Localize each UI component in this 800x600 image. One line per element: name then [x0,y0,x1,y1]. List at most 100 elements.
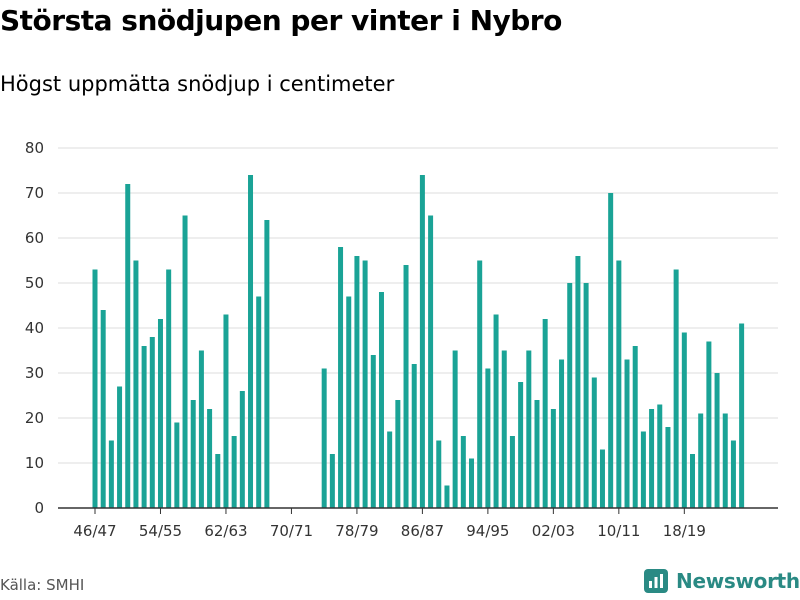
x-tick-label: 62/63 [204,522,247,540]
y-tick-label: 20 [25,409,44,427]
bar-65-66 [248,175,254,508]
x-tick-label: 10/11 [597,522,640,540]
bar-91-92 [460,436,466,508]
x-tick-label: 70/71 [270,522,313,540]
bar-90-91 [452,350,458,508]
bar-98-99 [518,382,524,508]
bar-03-04 [559,359,565,508]
y-tick-label: 80 [25,139,44,157]
bar-54-55 [157,319,163,508]
bar-19-20 [690,454,695,508]
bar-16-17 [665,427,671,508]
bar-80-81 [370,355,376,508]
gridlines [58,147,778,464]
bars [92,175,745,508]
bar-81-82 [378,292,384,508]
bar-10-11 [616,260,622,508]
bar-55-56 [166,269,172,508]
y-axis-ticks: 0 10 20 30 40 50 60 70 80 [25,139,44,517]
chart-title: Största snödjupen per vinter i Nybro [0,4,562,37]
bar-23-24 [722,413,728,508]
bar-64-65 [239,391,245,508]
bar-82-83 [387,431,393,508]
y-tick-label: 30 [25,364,44,382]
bar-97-98 [509,436,515,508]
x-tick-label: 86/87 [401,522,444,540]
bar-75-76 [329,454,335,508]
x-tick-label: 02/03 [532,522,575,540]
bar-94-95 [485,368,491,508]
bar-84-85 [403,265,409,508]
brand-logo: Newsworthy [644,569,800,593]
bar-08-09 [599,449,605,508]
bar-48-49 [108,440,114,508]
bar-56-57 [174,422,180,508]
bar-93-94 [477,260,483,508]
bar-59-60 [198,350,204,508]
bar-09-10 [608,193,614,508]
bar-88-89 [436,440,442,508]
bar-00-01 [534,400,540,508]
x-tick-label: 54/55 [139,522,182,540]
bar-66-67 [256,296,262,508]
bar-92-93 [469,458,475,508]
bar-87-88 [428,215,434,508]
bar-24-25 [730,440,736,508]
bar-95-96 [493,314,499,508]
bar-04-05 [567,283,573,508]
bar-25-26 [739,323,745,508]
x-tick-label: 94/95 [466,522,509,540]
bar-17-18 [673,269,679,508]
bar-50-51 [125,184,131,508]
y-tick-label: 40 [25,319,44,337]
x-tick-label: 18/19 [663,522,706,540]
bar-76-77 [338,247,344,508]
bar-22-23 [714,373,720,508]
bar-63-64 [231,436,237,508]
brand-name: Newsworthy [676,569,800,593]
bar-99-00 [526,350,532,508]
bar-79-80 [362,260,368,508]
y-tick-label: 0 [34,499,44,517]
bar-83-84 [395,400,401,508]
bar-67-68 [264,220,270,508]
bar-chart: 0 10 20 30 40 50 60 70 80 46/47 54/55 62/63 70/71 78… [25,139,778,540]
y-tick-label: 70 [25,184,44,202]
bar-57-58 [182,215,188,508]
bar-11-12 [624,359,630,508]
bar-20-21 [698,413,704,508]
x-tick-label: 46/47 [73,522,116,540]
bar-07-08 [591,377,597,508]
bar-15-16 [657,404,663,508]
bar-78-79 [354,256,360,508]
bar-18-19 [681,332,687,508]
y-tick-label: 60 [25,229,44,247]
bar-06-07 [583,283,589,508]
bar-05-06 [575,256,581,508]
source-note: Källa: SMHI [0,576,85,594]
newsworthy-logo-icon [644,569,668,593]
bar-53-54 [149,337,155,508]
bar-01-02 [542,319,548,508]
bar-47-48 [100,310,106,508]
bar-21-22 [706,341,712,508]
bar-58-59 [190,400,196,508]
bar-61-62 [215,454,221,508]
x-axis-ticks: 46/47 54/55 62/63 70/71 78/79 86/87 94/95 02/03… [73,508,706,540]
bar-96-97 [501,350,507,508]
y-tick-label: 50 [25,274,44,292]
bar-85-86 [411,364,417,508]
bar-13-14 [640,431,646,508]
bar-86-87 [419,175,425,508]
bar-77-78 [346,296,352,508]
bar-62-63 [223,314,229,508]
bar-14-15 [649,409,655,508]
bar-74-75 [321,368,327,508]
x-tick-label: 78/79 [335,522,378,540]
bar-89-90 [444,485,450,508]
bar-51-52 [133,260,139,508]
bar-60-61 [207,409,213,508]
bar-49-50 [117,386,123,508]
bar-12-13 [632,346,638,508]
bar-52-53 [141,346,147,508]
